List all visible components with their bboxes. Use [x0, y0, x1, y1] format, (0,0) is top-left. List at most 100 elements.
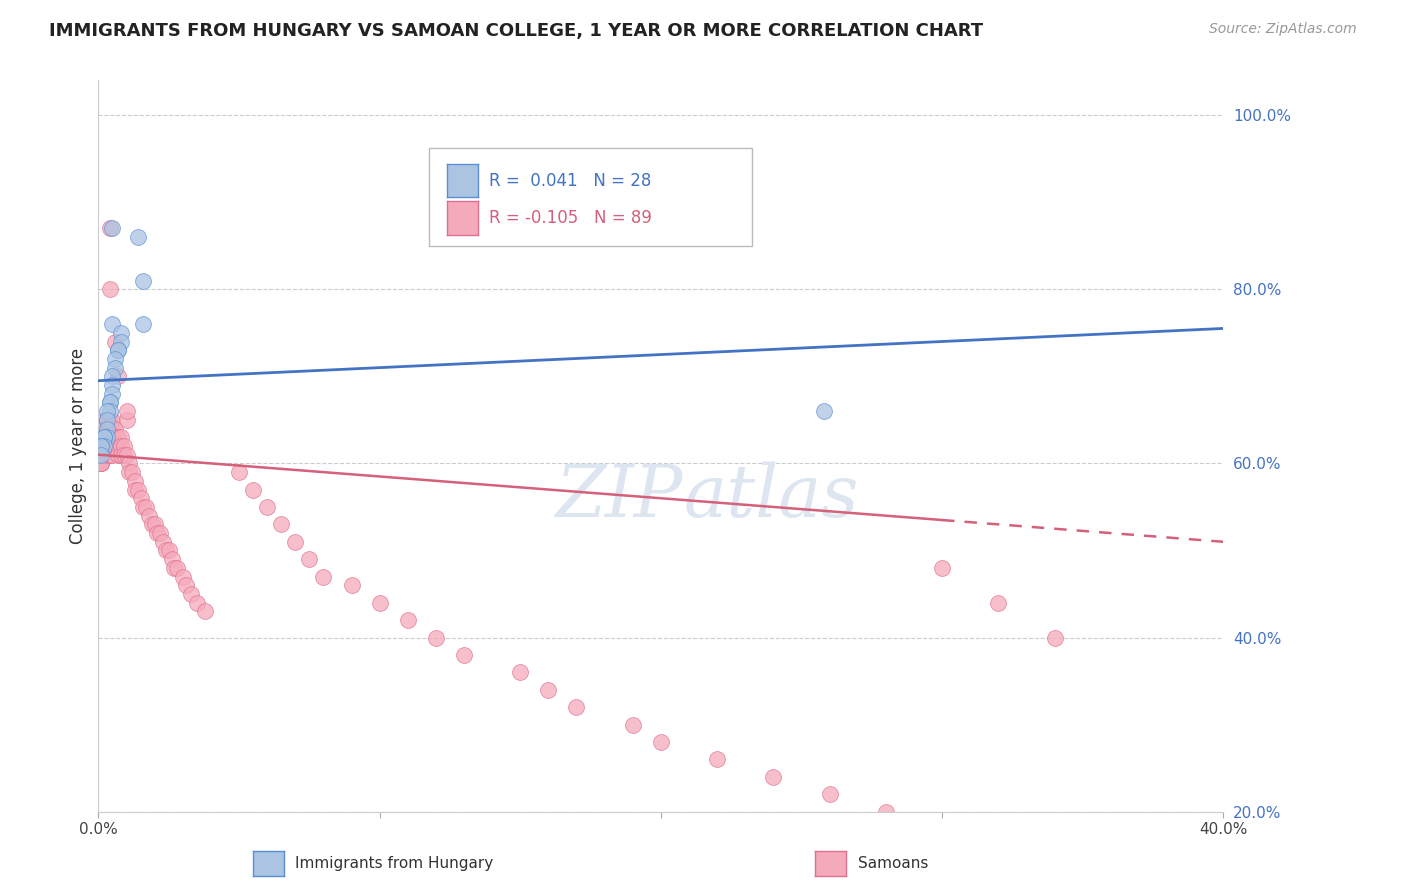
- Point: [104, 421, 127, 435]
- Point: [90, 448, 112, 462]
- Point: [141, 517, 163, 532]
- Point: [98, 221, 121, 235]
- Point: [93, 430, 115, 444]
- Point: [152, 534, 174, 549]
- Point: [98, 395, 121, 409]
- Point: [104, 439, 127, 453]
- Point: [112, 448, 135, 462]
- Point: [155, 543, 177, 558]
- Point: [146, 526, 169, 541]
- Point: [256, 500, 278, 514]
- Point: [110, 430, 132, 444]
- Point: [107, 343, 129, 358]
- Text: R =  0.041   N = 28: R = 0.041 N = 28: [489, 171, 651, 189]
- Point: [166, 561, 188, 575]
- Point: [107, 369, 129, 384]
- Point: [93, 421, 115, 435]
- Point: [453, 648, 475, 662]
- Point: [101, 317, 124, 331]
- Point: [93, 413, 115, 427]
- Point: [110, 326, 132, 340]
- Point: [90, 457, 112, 471]
- Point: [762, 770, 785, 784]
- Point: [101, 439, 124, 453]
- Point: [107, 448, 129, 462]
- Point: [93, 439, 115, 453]
- Point: [115, 404, 138, 418]
- Point: [340, 578, 363, 592]
- Point: [163, 561, 186, 575]
- Text: R = -0.105   N = 89: R = -0.105 N = 89: [489, 209, 652, 227]
- Point: [101, 421, 124, 435]
- Point: [875, 805, 897, 819]
- Point: [284, 534, 307, 549]
- Point: [124, 483, 146, 497]
- Point: [110, 334, 132, 349]
- Point: [98, 448, 121, 462]
- Point: [98, 282, 121, 296]
- Point: [160, 552, 183, 566]
- Point: [650, 735, 672, 749]
- Point: [228, 465, 250, 479]
- Point: [396, 613, 419, 627]
- Point: [101, 221, 124, 235]
- Point: [115, 413, 138, 427]
- Point: [132, 274, 155, 288]
- Point: [270, 517, 292, 532]
- Point: [98, 404, 121, 418]
- Point: [987, 596, 1010, 610]
- Point: [706, 752, 728, 766]
- Text: atlas: atlas: [683, 462, 859, 533]
- Point: [537, 682, 560, 697]
- Text: Samoans: Samoans: [858, 856, 928, 871]
- Point: [132, 500, 155, 514]
- Point: [368, 596, 391, 610]
- Point: [1043, 631, 1066, 645]
- Point: [509, 665, 531, 680]
- Point: [112, 439, 135, 453]
- Point: [107, 439, 129, 453]
- Point: [118, 465, 141, 479]
- Point: [312, 569, 335, 583]
- Point: [425, 631, 447, 645]
- Point: [186, 596, 208, 610]
- Point: [96, 448, 118, 462]
- Point: [107, 343, 129, 358]
- Point: [107, 430, 129, 444]
- Point: [98, 421, 121, 435]
- Point: [129, 491, 152, 506]
- Y-axis label: College, 1 year or more: College, 1 year or more: [69, 348, 87, 544]
- Point: [90, 439, 112, 453]
- Point: [96, 413, 118, 427]
- Point: [127, 230, 149, 244]
- Point: [90, 457, 112, 471]
- Point: [96, 430, 118, 444]
- Point: [121, 465, 143, 479]
- Point: [174, 578, 197, 592]
- Point: [115, 448, 138, 462]
- Point: [101, 378, 124, 392]
- Point: [93, 430, 115, 444]
- Point: [110, 439, 132, 453]
- Point: [118, 457, 141, 471]
- Point: [98, 395, 121, 409]
- Text: IMMIGRANTS FROM HUNGARY VS SAMOAN COLLEGE, 1 YEAR OR MORE CORRELATION CHART: IMMIGRANTS FROM HUNGARY VS SAMOAN COLLEG…: [49, 22, 983, 40]
- Point: [149, 526, 172, 541]
- Point: [96, 439, 118, 453]
- Text: Source: ZipAtlas.com: Source: ZipAtlas.com: [1209, 22, 1357, 37]
- Point: [565, 700, 588, 714]
- Point: [931, 561, 953, 575]
- Point: [813, 404, 835, 418]
- Point: [96, 404, 118, 418]
- Point: [101, 413, 124, 427]
- Point: [132, 317, 155, 331]
- Point: [172, 569, 194, 583]
- Point: [298, 552, 321, 566]
- Point: [90, 439, 112, 453]
- Point: [180, 587, 202, 601]
- Point: [101, 369, 124, 384]
- Point: [194, 604, 217, 618]
- Point: [101, 448, 124, 462]
- Point: [90, 457, 112, 471]
- Point: [98, 430, 121, 444]
